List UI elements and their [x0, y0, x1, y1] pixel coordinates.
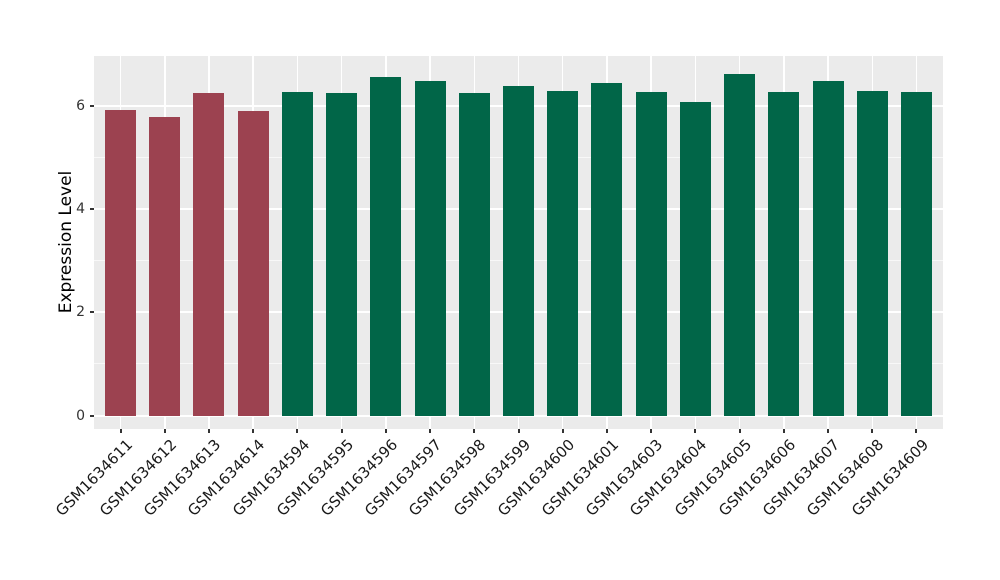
bar-GSM1634614 [237, 111, 269, 416]
x-tick-mark [429, 429, 432, 433]
x-tick-mark [782, 429, 785, 433]
y-tick-mark [90, 208, 94, 211]
bar-GSM1634606 [768, 92, 800, 416]
x-tick-mark [163, 429, 166, 433]
y-axis-title: Expression Level [56, 170, 76, 314]
y-tick-label: 6 [76, 98, 85, 115]
bar-GSM1634609 [900, 91, 932, 416]
bar-GSM1634612 [149, 116, 181, 416]
bar-GSM1634597 [414, 81, 446, 416]
x-tick-mark [340, 429, 343, 433]
bar-GSM1634603 [635, 91, 667, 416]
x-tick-mark [296, 429, 299, 433]
y-tick-label: 0 [76, 407, 85, 424]
bar-GSM1634604 [679, 101, 711, 416]
bar-GSM1634601 [591, 82, 623, 416]
x-tick-mark [738, 429, 741, 433]
bar-GSM1634608 [856, 90, 888, 416]
x-tick-mark [561, 429, 564, 433]
x-tick-mark [915, 429, 918, 433]
plot-panel [94, 56, 943, 429]
bar-GSM1634595 [326, 93, 358, 416]
bar-GSM1634607 [812, 81, 844, 416]
bar-GSM1634611 [105, 110, 136, 416]
x-tick-mark [384, 429, 387, 433]
bar-GSM1634599 [503, 85, 534, 416]
y-tick-mark [90, 311, 94, 314]
x-tick-mark [473, 429, 476, 433]
bars-layer [94, 56, 943, 429]
bar-GSM1634613 [193, 92, 225, 416]
y-tick-mark [90, 414, 94, 417]
bar-GSM1634605 [724, 74, 756, 416]
bar-GSM1634598 [458, 93, 490, 416]
x-tick-label: GSM1634611 [51, 435, 136, 520]
x-tick-mark [871, 429, 874, 433]
x-tick-mark [207, 429, 210, 433]
x-tick-mark [650, 429, 653, 433]
x-tick-mark [827, 429, 830, 433]
bar-GSM1634594 [281, 91, 313, 416]
x-tick-mark [694, 429, 697, 433]
y-tick-mark [90, 105, 94, 108]
bar-GSM1634600 [547, 90, 579, 416]
x-tick-mark [517, 429, 520, 433]
bar-GSM1634596 [370, 76, 402, 416]
x-tick-mark [119, 429, 122, 433]
x-tick-mark [252, 429, 255, 433]
y-tick-label: 2 [76, 304, 85, 321]
x-tick-mark [605, 429, 608, 433]
y-tick-label: 4 [76, 201, 85, 218]
